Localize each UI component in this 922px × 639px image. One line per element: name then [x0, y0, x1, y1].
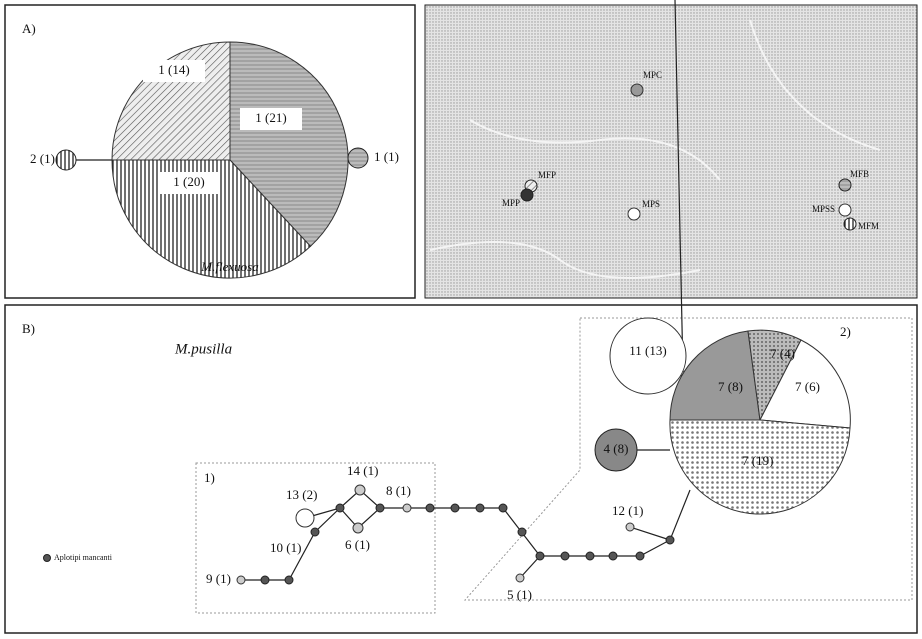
node-label: 10 (1) [270, 540, 301, 555]
site-label: MPSS [812, 204, 835, 214]
pie-label: 7 (4) [770, 346, 795, 361]
node-label: 6 (1) [345, 537, 370, 552]
site [628, 208, 640, 220]
haplotype [403, 504, 411, 512]
node [311, 528, 319, 536]
site [844, 218, 856, 230]
haplotype [355, 485, 365, 495]
haplotype [348, 148, 368, 168]
map [425, 5, 917, 298]
haplotype-label: 2 (1) [30, 151, 55, 166]
legend-label: Aplotipi mancanti [54, 553, 113, 562]
haplotype-label: 1 (21) [255, 110, 286, 125]
haplotype [516, 574, 524, 582]
haplotype-label: 1 (14) [158, 62, 189, 77]
pie-label: 7 (6) [795, 379, 820, 394]
node-label: 14 (1) [347, 463, 378, 478]
node [518, 528, 526, 536]
haplotype [296, 509, 314, 527]
node [636, 552, 644, 560]
figure: A) 1 (14) 1 (21) 1 (20) 2 (1) 1 (1) M.fl… [0, 0, 922, 639]
site [521, 189, 533, 201]
site [631, 84, 643, 96]
species: M.pusilla [174, 341, 232, 357]
node [451, 504, 459, 512]
node-label: 4 (8) [604, 441, 629, 456]
haplotype [237, 576, 245, 584]
node [376, 504, 384, 512]
node [261, 576, 269, 584]
node [336, 504, 344, 512]
site-label: MFM [858, 221, 879, 231]
node [666, 536, 674, 544]
haplotype-label: 1 (1) [374, 149, 399, 164]
site-label: MPP [502, 198, 520, 208]
node-label: 9 (1) [206, 571, 231, 586]
box-label: 1) [204, 470, 215, 485]
site-label: MPC [643, 70, 662, 80]
haplotype [626, 523, 634, 531]
node-label: 5 (1) [507, 587, 532, 602]
pie-label: 7 (8) [718, 379, 743, 394]
node-label: 13 (2) [286, 487, 317, 502]
node [499, 504, 507, 512]
haplotype [353, 523, 363, 533]
node [586, 552, 594, 560]
species: M.flexuosa [200, 259, 259, 274]
legend-marker [44, 555, 51, 562]
haplotype-label: 1 (20) [173, 174, 204, 189]
site-label: MFP [538, 170, 556, 180]
box-label: 2) [840, 324, 851, 339]
pie-label: 7 (19) [742, 453, 773, 468]
node-label: 12 (1) [612, 503, 643, 518]
haplotype [56, 150, 76, 170]
node [285, 576, 293, 584]
node [561, 552, 569, 560]
node [426, 504, 434, 512]
panel-label: A) [22, 21, 36, 36]
site-label: MFB [850, 169, 869, 179]
node-label: 8 (1) [386, 483, 411, 498]
site [839, 204, 851, 216]
site-label: MPS [642, 199, 660, 209]
node-label: 11 (13) [629, 343, 666, 358]
node [609, 552, 617, 560]
node [536, 552, 544, 560]
node [476, 504, 484, 512]
panel-label: B) [22, 321, 35, 336]
site [839, 179, 851, 191]
